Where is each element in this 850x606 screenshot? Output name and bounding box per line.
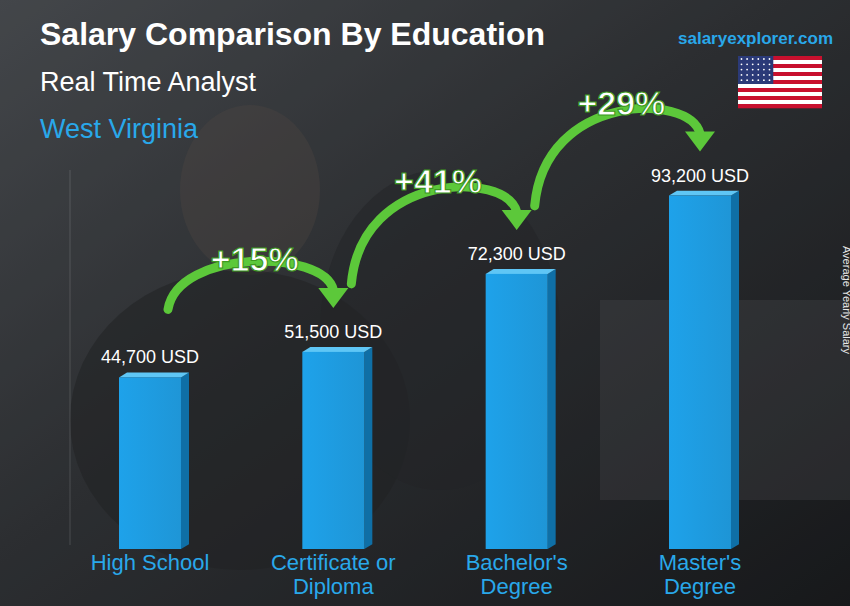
flag-star: [769, 74, 771, 76]
flag-stripe: [738, 84, 822, 88]
bar: [486, 274, 548, 549]
flag-canton: [738, 56, 773, 84]
chart: Salary Comparison By Education Real Time …: [0, 0, 850, 606]
flag-star: [757, 63, 759, 65]
bar: [302, 352, 364, 549]
category-label-line: Degree: [664, 574, 736, 599]
arrow-arc: [351, 187, 516, 284]
source: salaryexplorer.com: [678, 29, 833, 48]
bar-top: [486, 269, 556, 274]
flag-star: [741, 74, 743, 76]
flag-stripe: [738, 88, 822, 92]
bar-side: [548, 269, 556, 549]
category-label-line: Diploma: [293, 574, 374, 599]
flag-star: [763, 63, 765, 65]
background: [0, 0, 850, 606]
bar-top: [302, 347, 372, 352]
flag-star: [746, 63, 748, 65]
bar-side: [181, 373, 189, 549]
arrow-head: [502, 210, 532, 230]
bar-side: [364, 347, 372, 549]
arrow-head: [318, 288, 348, 308]
data-label: 51,500 USD: [284, 322, 382, 342]
data-label: 93,200 USD: [651, 166, 749, 186]
flag-star: [769, 79, 771, 81]
flag-stripe: [738, 104, 822, 108]
flag: [738, 56, 822, 108]
subtitle: Real Time Analyst: [40, 67, 257, 97]
flag-star: [741, 69, 743, 71]
flag-star: [763, 79, 765, 81]
flag-star: [741, 79, 743, 81]
flag-star: [763, 58, 765, 60]
bar-group: [669, 191, 739, 549]
flag-star: [757, 74, 759, 76]
flag-star: [746, 69, 748, 71]
flag-star: [757, 79, 759, 81]
flag-star: [752, 79, 754, 81]
category-label-line: Master's: [659, 550, 741, 575]
bar-group: [119, 373, 189, 549]
data-label: 44,700 USD: [101, 347, 199, 367]
arrow-head: [685, 132, 715, 152]
bar-side: [731, 191, 739, 549]
flag-star: [746, 79, 748, 81]
flag-stripe: [738, 100, 822, 104]
category-label: High School: [91, 550, 210, 575]
title: Salary Comparison By Education: [40, 16, 545, 52]
flag-star: [746, 74, 748, 76]
flag-star: [769, 58, 771, 60]
bar-top: [119, 373, 189, 378]
bg-overlay: [0, 0, 850, 606]
flag-star: [741, 58, 743, 60]
bar: [119, 377, 181, 549]
y-axis-line: [70, 170, 71, 545]
arrow-arc: [535, 108, 700, 205]
category-label: Master'sDegree: [659, 550, 741, 599]
bar: [669, 196, 731, 550]
category-label-line: High School: [91, 550, 210, 575]
category-label-line: Degree: [481, 574, 553, 599]
flag-stripe: [738, 92, 822, 96]
flag-star: [769, 69, 771, 71]
category-label: Bachelor'sDegree: [466, 550, 568, 599]
flag-star: [741, 63, 743, 65]
category-label: Certificate orDiploma: [271, 550, 396, 599]
flag-star: [763, 69, 765, 71]
flag-star: [752, 63, 754, 65]
flag-star: [757, 58, 759, 60]
annotation: +29%: [577, 84, 665, 122]
y-axis-label: Average Yearly Salary: [841, 246, 850, 355]
flag-star: [757, 69, 759, 71]
annotation: +15%: [211, 240, 299, 278]
category-label-line: Bachelor's: [466, 550, 568, 575]
flag-star: [752, 69, 754, 71]
location: West Virginia: [40, 114, 199, 144]
growth-arrow: [535, 108, 715, 205]
flag-star: [769, 63, 771, 65]
annotation: +41%: [394, 162, 482, 200]
bar-group: [486, 269, 556, 549]
flag-star: [752, 58, 754, 60]
bar-group: [302, 347, 372, 549]
growth-arrow: [351, 187, 531, 284]
bars: [119, 191, 739, 549]
data-label: 72,300 USD: [468, 244, 566, 264]
bar-top: [669, 191, 739, 196]
category-label-line: Certificate or: [271, 550, 396, 575]
flag-star: [763, 74, 765, 76]
flag-star: [746, 58, 748, 60]
flag-stripe: [738, 96, 822, 100]
flag-star: [752, 74, 754, 76]
